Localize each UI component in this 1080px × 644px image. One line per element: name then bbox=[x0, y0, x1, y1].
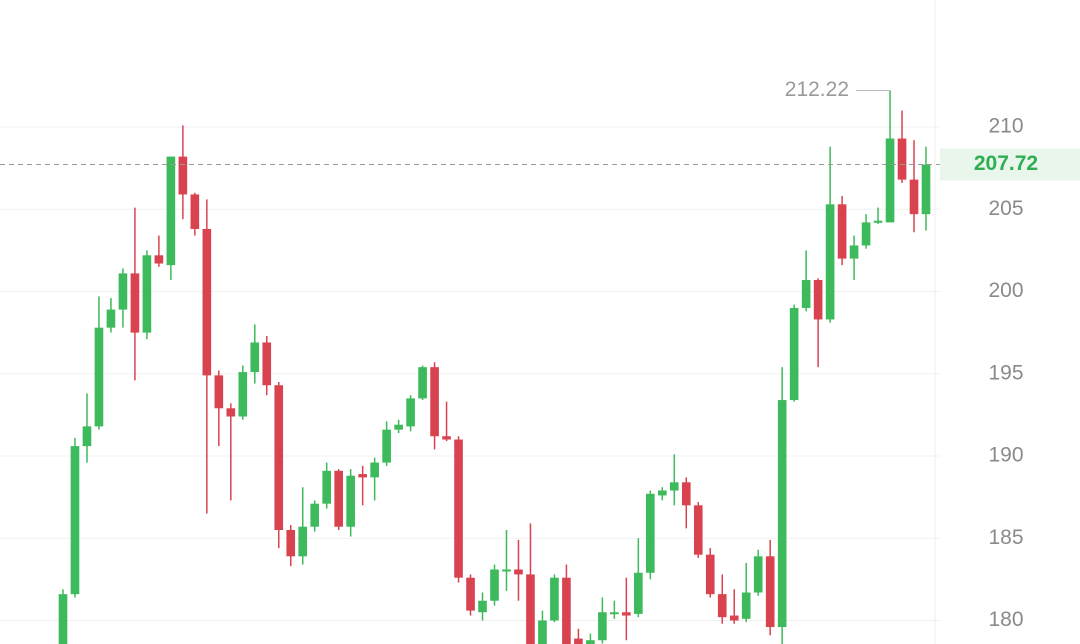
candle-body bbox=[526, 574, 535, 644]
candle-body bbox=[418, 367, 427, 399]
candle-body bbox=[154, 255, 164, 264]
candle-body bbox=[226, 408, 236, 417]
candle-body bbox=[765, 556, 775, 628]
candle-body bbox=[298, 526, 308, 557]
candle-body bbox=[610, 612, 619, 615]
candle-body bbox=[346, 475, 355, 527]
candle-body bbox=[430, 367, 439, 437]
candle-body bbox=[909, 179, 919, 215]
candle-body bbox=[550, 577, 559, 621]
candle-body bbox=[310, 503, 320, 527]
candle-body bbox=[646, 493, 655, 573]
candle-body bbox=[657, 490, 667, 496]
candle-body bbox=[142, 255, 152, 333]
candle-body bbox=[442, 436, 451, 440]
candle-body bbox=[693, 505, 703, 555]
high-label: 212.22 bbox=[785, 78, 849, 101]
candle-body bbox=[466, 577, 475, 611]
candle-body bbox=[861, 222, 871, 246]
candle-body bbox=[813, 279, 823, 320]
candle-body bbox=[358, 474, 367, 478]
candle-body bbox=[190, 194, 200, 229]
candle-body bbox=[454, 439, 463, 578]
candle-body bbox=[178, 156, 188, 195]
candle-body bbox=[669, 482, 679, 491]
candle-body bbox=[106, 309, 116, 328]
candle-body bbox=[130, 273, 140, 333]
candle-body bbox=[334, 470, 343, 527]
candle-body bbox=[406, 398, 415, 427]
candle-body bbox=[753, 556, 763, 593]
y-tick-label: 210 bbox=[988, 115, 1023, 138]
candle-body bbox=[166, 156, 176, 266]
candle-body bbox=[286, 530, 296, 557]
candle-body bbox=[82, 426, 92, 447]
candle-body bbox=[622, 612, 631, 616]
candle-body bbox=[238, 372, 248, 417]
y-tick-label: 185 bbox=[988, 526, 1023, 549]
candle-body bbox=[118, 273, 128, 310]
candle-body bbox=[598, 612, 607, 641]
candle-body bbox=[202, 228, 212, 376]
candle-body bbox=[502, 569, 511, 572]
candle-body bbox=[478, 600, 487, 613]
candle-body bbox=[382, 429, 391, 463]
candle-body bbox=[322, 470, 332, 504]
candle-body bbox=[705, 554, 715, 595]
candle-body bbox=[214, 375, 224, 409]
candle-body bbox=[574, 638, 583, 644]
y-tick-label: 190 bbox=[988, 444, 1023, 467]
candle-body bbox=[94, 327, 104, 427]
y-tick-label: 180 bbox=[988, 608, 1023, 631]
candle-body bbox=[777, 400, 787, 628]
y-tick-label: 205 bbox=[988, 197, 1023, 220]
candle-body bbox=[681, 482, 691, 506]
candle-body bbox=[70, 446, 80, 595]
candle-body bbox=[921, 164, 931, 215]
candle-body bbox=[849, 245, 859, 259]
candle-body bbox=[262, 342, 272, 386]
candle-body bbox=[490, 569, 499, 601]
candle-body bbox=[562, 577, 571, 644]
candle-body bbox=[538, 620, 547, 644]
candle-body bbox=[586, 640, 595, 644]
candle-body bbox=[729, 615, 739, 621]
candle-body bbox=[897, 138, 907, 180]
candle-body bbox=[717, 594, 727, 618]
candles bbox=[58, 90, 931, 644]
candle-body bbox=[394, 424, 403, 430]
overlay: 212.22 207.72 bbox=[0, 78, 1080, 181]
candle-body bbox=[634, 572, 643, 614]
candle-body bbox=[514, 569, 523, 575]
last-price-label: 207.72 bbox=[974, 152, 1038, 175]
candle-body bbox=[274, 385, 284, 531]
candle-body bbox=[837, 204, 847, 259]
candle-body bbox=[825, 204, 835, 320]
candle-body bbox=[58, 594, 68, 644]
candle-body bbox=[801, 279, 811, 308]
y-tick-label: 200 bbox=[988, 279, 1023, 302]
last-price-box bbox=[940, 148, 1080, 181]
candle-body bbox=[370, 462, 379, 478]
candle-body bbox=[250, 342, 260, 373]
grid: 180 185 190 195 200 205 210 bbox=[0, 115, 1024, 631]
candle-body bbox=[789, 307, 799, 401]
y-tick-label: 195 bbox=[988, 361, 1023, 384]
candle-body bbox=[741, 592, 751, 619]
candle-body bbox=[885, 138, 895, 223]
candle-body bbox=[873, 220, 883, 223]
